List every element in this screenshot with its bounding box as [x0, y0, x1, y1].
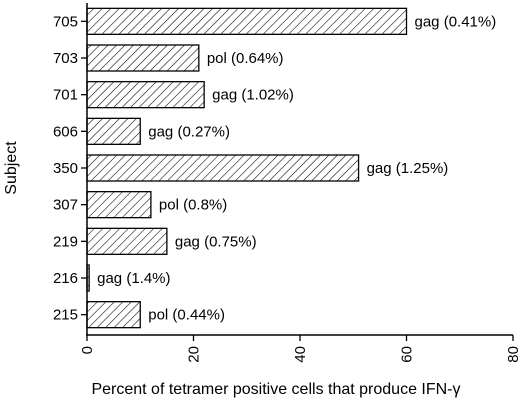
y-tick-label: 703 — [53, 50, 78, 67]
bar-data-label: pol (0.64%) — [207, 50, 284, 67]
y-tick-label: 215 — [53, 307, 78, 324]
y-tick-label: 606 — [53, 123, 78, 140]
bar-data-label: pol (0.8%) — [159, 197, 227, 214]
x-tick-label: 40 — [292, 346, 309, 363]
bar-data-label: gag (0.75%) — [175, 233, 257, 250]
x-tick-label: 20 — [186, 346, 203, 363]
bar-data-label: gag (0.27%) — [148, 123, 230, 140]
y-tick-labels: 705 703 701 606 350 307 219 216 215 — [53, 13, 87, 324]
bar-data-label: gag (0.41%) — [415, 13, 497, 30]
x-axis-title: Percent of tetramer positive cells that … — [91, 381, 460, 398]
x-tick-label: 60 — [399, 346, 416, 363]
bar — [86, 44, 200, 72]
bar — [86, 264, 90, 292]
y-tick-label: 705 — [53, 13, 78, 30]
y-tick-label: 219 — [53, 233, 78, 250]
y-tick-label: 701 — [53, 87, 78, 104]
bar — [86, 154, 360, 182]
bar — [86, 7, 408, 35]
y-tick-label: 307 — [53, 197, 78, 214]
y-tick-label: 350 — [53, 160, 78, 177]
x-tick-label: 80 — [505, 346, 520, 363]
bar — [86, 81, 205, 109]
y-tick-label: 216 — [53, 270, 78, 287]
y-axis-title: Subject — [3, 141, 20, 195]
bar — [86, 227, 168, 255]
bars-group: gag (0.41%) pol (0.64%) gag (1.02%) gag (0.… — [86, 7, 497, 329]
bar-data-label: gag (1.25%) — [367, 160, 449, 177]
bar-data-label: gag (1.4%) — [97, 270, 170, 287]
bar-data-label: gag (1.02%) — [212, 87, 294, 104]
bar — [86, 191, 152, 219]
x-tick-labels: 0 20 40 60 80 — [79, 335, 520, 363]
bar — [86, 301, 141, 329]
x-tick-label: 0 — [79, 346, 96, 354]
bar — [86, 117, 141, 145]
bar-data-label: pol (0.44%) — [148, 307, 225, 324]
